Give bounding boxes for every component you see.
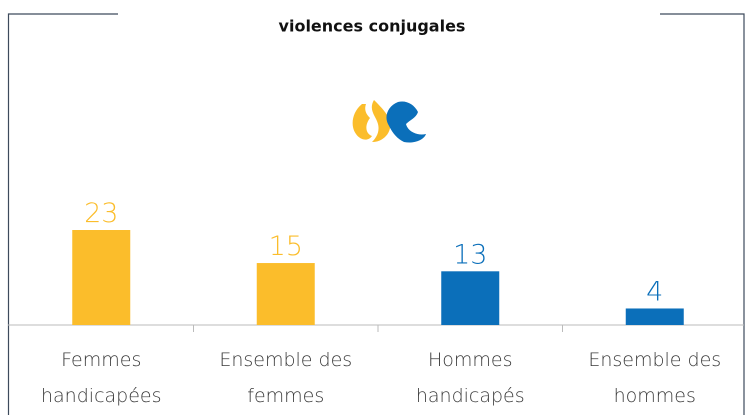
frame-right [660,13,745,415]
x-tick-label: Femmes handicapées [41,349,162,407]
x-tick-label: Ensemble des femmes [219,349,353,407]
value-label: 4 [646,276,663,307]
icon-woman [352,104,372,140]
icon-man [386,101,426,143]
frame [7,13,745,415]
x-tick-label: Ensemble des hommes [588,349,722,407]
icon-flame [371,100,391,142]
bar [256,263,315,325]
x-tick-label: Hommes handicapés [415,349,525,407]
value-label: 15 [269,231,303,262]
frame-left [7,13,118,415]
bar [441,271,500,325]
value-label: 13 [453,239,487,270]
icon [352,100,426,143]
chart-title: violences conjugales [279,17,466,36]
bar [72,230,131,325]
bar [625,308,684,325]
value-label: 23 [84,198,118,229]
